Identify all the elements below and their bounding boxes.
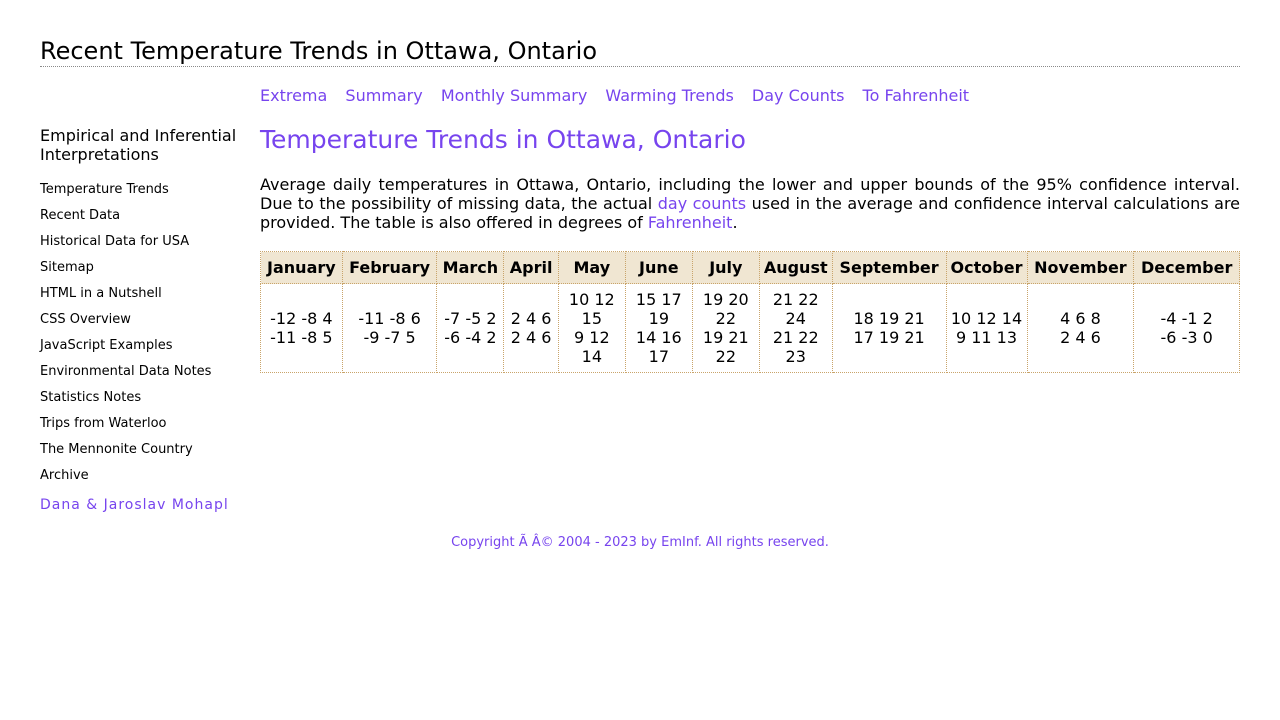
cell-line-2: 17 19 21 (853, 328, 925, 347)
cell-line-2: 21 22 23 (772, 328, 819, 366)
header-april: April (503, 251, 559, 284)
cell-line-1: 4 6 8 (1060, 309, 1101, 328)
cell-line-2: -6 -3 0 (1160, 328, 1213, 347)
table-cell: 21 22 24 21 22 23 (758, 283, 833, 373)
nav-link-to-fahrenheit[interactable]: To Fahrenheit (862, 86, 970, 105)
cell-line-1: 10 12 14 (950, 309, 1023, 328)
header-june: June (624, 251, 693, 284)
intro-text-2: used in the average and confidence inter… (260, 194, 1241, 232)
page-title: Temperature Trends in Ottawa, Ontario (260, 125, 746, 154)
cell-line-2: 19 21 22 (702, 328, 749, 366)
sidebar-item-historical-data-usa[interactable]: Historical Data for USA (40, 234, 190, 249)
header-september: September (831, 251, 947, 284)
header-november: November (1026, 251, 1135, 284)
table-cell: 19 20 22 19 21 22 (691, 283, 760, 373)
cell-line-1: -7 -5 2 (444, 309, 497, 328)
header-february: February (341, 251, 438, 284)
table-cell: 15 17 19 14 16 17 (624, 283, 693, 373)
table-cell: -4 -1 2 -6 -3 0 (1133, 283, 1240, 373)
cell-line-2: -9 -7 5 (363, 328, 416, 347)
copyright-footer: Copyright Ã Â© 2004 - 2023 by EmInf. All… (451, 535, 829, 550)
nav-link-monthly-summary[interactable]: Monthly Summary (440, 86, 588, 105)
sidebar-item-css-overview[interactable]: CSS Overview (40, 312, 131, 327)
cell-line-2: 2 4 6 (1060, 328, 1101, 347)
cell-line-1: 15 17 19 (635, 290, 682, 328)
sidebar-item-trips-from-waterloo[interactable]: Trips from Waterloo (40, 416, 167, 431)
sidebar-item-environmental-data-notes[interactable]: Environmental Data Notes (40, 364, 212, 379)
cell-line-2: 9 12 14 (574, 328, 610, 366)
cell-line-1: 19 20 22 (702, 290, 749, 328)
cell-line-2: -11 -8 5 (270, 328, 333, 347)
header-may: May (557, 251, 626, 284)
sidebar-item-archive[interactable]: Archive (40, 468, 89, 483)
table-cell: 10 12 15 9 12 14 (557, 283, 626, 373)
sidebar-item-temperature-trends[interactable]: Temperature Trends (40, 182, 169, 197)
cell-line-1: 18 19 21 (853, 309, 925, 328)
cell-line-1: -11 -8 6 (358, 309, 421, 328)
table-cell: -7 -5 2 -6 -4 2 (436, 283, 505, 373)
sidebar-item-sitemap[interactable]: Sitemap (40, 260, 94, 275)
cell-line-1: -12 -8 4 (270, 309, 333, 328)
nav-link-day-counts[interactable]: Day Counts (751, 86, 845, 105)
table-row: -12 -8 4 -11 -8 5 -11 -8 6 -9 -7 5 -7 -5 2… (260, 283, 1240, 373)
top-nav: Extrema Summary Monthly Summary Warming … (260, 86, 982, 106)
sidebar-item-recent-data[interactable]: Recent Data (40, 208, 121, 223)
cell-line-2: -6 -4 2 (444, 328, 497, 347)
main-content: Temperature Trends in Ottawa, Ontario Av… (260, 124, 1240, 373)
header-december: December (1133, 251, 1240, 284)
table-cell: 10 12 14 9 11 13 (945, 283, 1028, 373)
intro-text-1: Average daily temperatures in Ottawa, On… (260, 175, 1240, 213)
cell-line-1: 10 12 15 (568, 290, 615, 328)
nav-link-warming-trends[interactable]: Warming Trends (605, 86, 734, 105)
table-cell: -11 -8 6 -9 -7 5 (341, 283, 438, 373)
table-cell: -12 -8 4 -11 -8 5 (260, 283, 343, 373)
sidebar-item-mennonite-country[interactable]: The Mennonite Country (40, 442, 193, 457)
day-counts-link[interactable]: day counts (657, 194, 747, 213)
table-cell: 18 19 21 17 19 21 (831, 283, 947, 373)
cell-line-2: 9 11 13 (955, 328, 1018, 347)
sidebar-item-statistics-notes[interactable]: Statistics Notes (40, 390, 142, 405)
sidebar-menu: Temperature Trends Recent Data Historica… (40, 177, 245, 489)
cell-line-1: 21 22 24 (772, 290, 819, 328)
author-link[interactable]: Dana & Jaroslav Mohapl (40, 497, 229, 513)
sidebar-heading: Empirical and Inferential Interpretation… (40, 126, 237, 164)
intro-text-3: . (732, 213, 738, 232)
site-title: Recent Temperature Trends in Ottawa, Ont… (40, 36, 1240, 67)
header-january: January (260, 251, 343, 284)
sidebar-item-html-nutshell[interactable]: HTML in a Nutshell (40, 286, 162, 301)
cell-line-1: -4 -1 2 (1160, 309, 1213, 328)
intro-paragraph: Average daily temperatures in Ottawa, On… (260, 175, 1240, 232)
header-july: July (691, 251, 760, 284)
table-header-row: January February March April May June Ju… (260, 251, 1240, 284)
cell-line-2: 2 4 6 (510, 328, 552, 347)
header-august: August (758, 251, 833, 284)
fahrenheit-link[interactable]: Fahrenheit (647, 213, 733, 232)
temperature-table: January February March April May June Ju… (260, 251, 1240, 373)
header-october: October (945, 251, 1028, 284)
cell-line-2: 14 16 17 (635, 328, 682, 366)
nav-link-summary[interactable]: Summary (345, 86, 423, 105)
sidebar: Empirical and Inferential Interpretation… (40, 126, 245, 513)
sidebar-item-javascript-examples[interactable]: JavaScript Examples (40, 338, 173, 353)
header-march: March (436, 251, 505, 284)
nav-link-extrema[interactable]: Extrema (260, 86, 328, 105)
cell-line-1: 2 4 6 (510, 309, 552, 328)
